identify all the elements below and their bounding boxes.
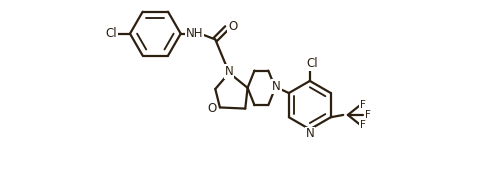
Text: N: N (305, 127, 314, 140)
Text: F: F (360, 120, 366, 130)
Text: N: N (225, 65, 234, 78)
Text: H: H (197, 28, 204, 38)
Text: NH: NH (186, 27, 204, 40)
Text: N: N (272, 80, 281, 93)
Text: O: O (207, 102, 216, 115)
Text: Cl: Cl (306, 57, 318, 70)
Text: H: H (194, 26, 202, 36)
Text: F: F (365, 110, 370, 120)
Text: O: O (228, 20, 237, 33)
Text: F: F (360, 100, 366, 110)
Text: Cl: Cl (106, 27, 118, 40)
Text: N: N (190, 25, 199, 38)
